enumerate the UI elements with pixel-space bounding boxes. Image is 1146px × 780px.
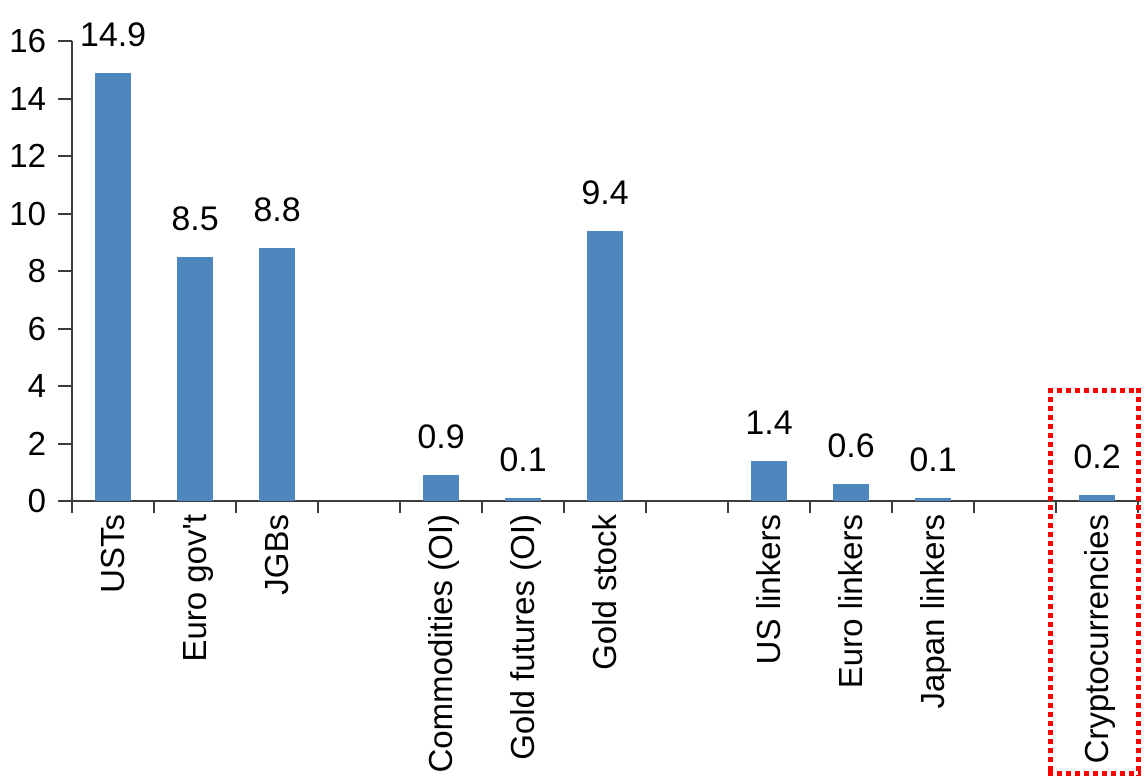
y-axis-tick (58, 155, 72, 157)
x-axis-tick (563, 501, 565, 513)
x-axis-tick (891, 501, 893, 513)
bar-value-label: 8.5 (171, 200, 219, 238)
bar (505, 498, 541, 501)
category-label: Gold stock (586, 514, 623, 670)
y-axis-tick-label: 6 (27, 309, 46, 347)
x-axis-tick (973, 501, 975, 513)
x-axis-tick (399, 501, 401, 513)
x-axis-tick (481, 501, 483, 513)
y-axis-tick (58, 327, 72, 330)
x-axis-tick (727, 501, 729, 513)
x-axis-line (71, 500, 1141, 502)
category-label: Cryptocurrencies (1078, 514, 1115, 764)
category-label: Commodities (OI) (422, 514, 459, 773)
bar (915, 498, 951, 501)
bar (259, 248, 295, 501)
bar (1079, 495, 1115, 501)
highlight-box-bottom-edge (1048, 771, 1141, 776)
x-axis-tick (317, 501, 319, 513)
bar-value-label: 0.2 (1073, 438, 1121, 476)
bar-value-label: 0.9 (417, 418, 465, 456)
category-label: Japan linkers (914, 514, 951, 709)
category-label: Euro linkers (832, 514, 869, 689)
bar-value-label: 0.6 (827, 427, 875, 465)
y-axis-tick (58, 97, 72, 100)
bar (177, 257, 213, 501)
bar (423, 475, 459, 501)
y-axis-line (71, 41, 73, 513)
category-label: JGBs (258, 514, 295, 595)
bar (751, 461, 787, 501)
category-label: Gold futures (OI) (504, 514, 541, 760)
highlight-box-right-edge (1136, 388, 1141, 776)
y-axis-tick-label: 16 (9, 22, 46, 59)
y-axis-tick-label: 0 (27, 482, 46, 519)
x-axis-tick (71, 501, 73, 513)
y-axis-tick-label: 8 (27, 252, 46, 289)
x-axis-tick (235, 501, 237, 513)
x-axis-tick (1055, 501, 1057, 513)
y-axis-tick (58, 40, 72, 42)
y-axis-tick-label: 14 (9, 79, 46, 117)
y-axis-tick (58, 385, 72, 387)
x-axis-tick (809, 501, 811, 513)
y-axis-tick-label: 10 (9, 194, 46, 232)
y-axis-tick (58, 500, 72, 502)
bar-value-label: 14.9 (79, 16, 147, 54)
y-axis-tick-label: 4 (27, 367, 46, 404)
bar (833, 484, 869, 501)
bar-value-label: 1.4 (745, 404, 793, 442)
highlight-box-top-edge (1048, 388, 1141, 393)
y-axis-tick-label: 2 (27, 424, 46, 462)
category-label: US linkers (750, 514, 787, 665)
category-label: Euro gov't (176, 514, 213, 662)
y-axis-tick (58, 270, 72, 272)
y-axis-tick-label: 12 (9, 137, 46, 174)
bar-value-label: 0.1 (909, 441, 957, 479)
bar (587, 231, 623, 501)
y-axis-tick (58, 442, 72, 445)
highlight-box-left-edge (1048, 388, 1053, 776)
bar-value-label: 9.4 (581, 174, 629, 212)
category-label: USTs (94, 514, 131, 593)
y-axis-tick (58, 212, 72, 215)
x-axis-tick (645, 501, 647, 513)
x-axis-tick (153, 501, 155, 513)
bar (95, 73, 131, 501)
bar-value-label: 8.8 (253, 191, 301, 229)
bar-value-label: 0.1 (499, 441, 547, 479)
